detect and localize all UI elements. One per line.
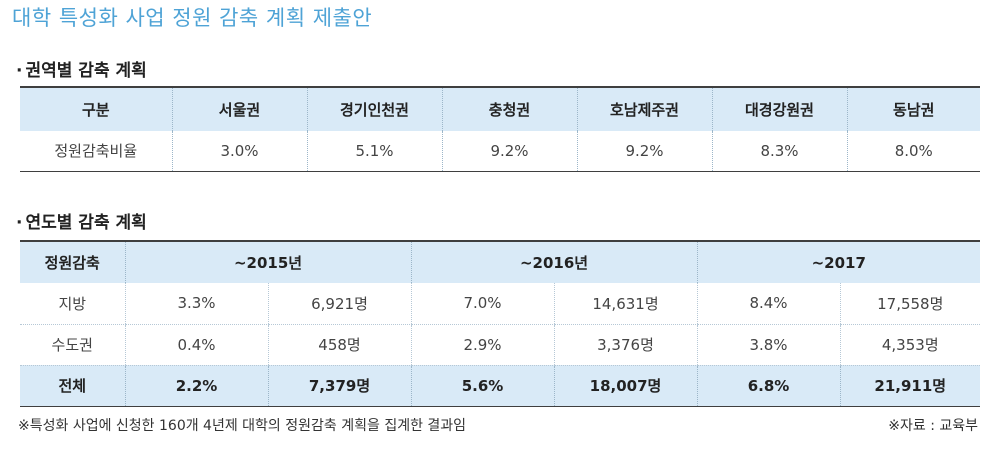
table-cell: 6,921명 <box>267 283 411 325</box>
table-cell: 7.0% <box>410 283 554 325</box>
table-header-row: 구분 서울권 경기인천권 충청권 호남제주권 대경강원권 동남권 <box>20 87 980 131</box>
column-header: 구분 <box>81 101 110 119</box>
column-header: ~2016년 <box>410 241 697 283</box>
table-cell: 458명 <box>267 324 411 366</box>
table-cell: 지방 <box>20 283 125 325</box>
column-header: 서울권 <box>171 87 307 131</box>
table-cell: 3.0% <box>171 131 307 171</box>
table-cell: 3,376명 <box>553 324 697 366</box>
table-cell: 5.1% <box>306 131 442 171</box>
regional-reduction-table: 구분 서울권 경기인천권 충청권 호남제주권 대경강원권 동남권 정원감축비율 … <box>20 86 980 172</box>
table-cell: 2.9% <box>410 324 554 366</box>
source-note: ※자료 : 교육부 <box>888 418 978 434</box>
section-heading-regional: · 권역별 감축 계획 <box>16 56 147 81</box>
page-title: 대학 특성화 사업 정원 감축 계획 제출안 <box>12 6 373 30</box>
column-header: 대경강원권 <box>711 87 847 131</box>
column-header: 충청권 <box>441 87 577 131</box>
section-heading-yearly: · 연도별 감축 계획 <box>16 208 147 233</box>
column-header: 동남권 <box>846 87 980 131</box>
column-header: 정원감축 <box>44 254 100 272</box>
table-cell: 9.2% <box>576 131 712 171</box>
table-cell: 전체 <box>58 377 87 395</box>
column-header: ~2015년 <box>124 241 411 283</box>
table-cell: 0.4% <box>124 324 268 366</box>
table-row: 지방 3.3% 6,921명 7.0% 14,631명 8.4% 17,558명 <box>20 283 981 325</box>
table-cell: 4,353명 <box>839 324 981 366</box>
bullet: · <box>16 61 23 81</box>
section-heading-text: 권역별 감축 계획 <box>25 61 147 81</box>
table-cell: 정원감축비율 <box>54 142 138 161</box>
table-cell: 3.8% <box>696 324 840 366</box>
column-header: ~2017 <box>696 241 981 283</box>
table-cell: 18,007명 <box>553 365 697 406</box>
table-cell: 7,379명 <box>267 365 411 406</box>
table-cell: 3.3% <box>124 283 268 325</box>
table-cell: 17,558명 <box>839 283 981 325</box>
table-cell: 9.2% <box>441 131 577 171</box>
table-cell: 21,911명 <box>839 365 981 406</box>
table-row: 정원감축비율 3.0% 5.1% 9.2% 9.2% 8.3% 8.0% <box>20 131 980 171</box>
table-row: 수도권 0.4% 458명 2.9% 3,376명 3.8% 4,353명 <box>20 324 981 366</box>
table-cell: 8.3% <box>711 131 847 171</box>
table-cell: 5.6% <box>410 365 554 406</box>
table-cell: 6.8% <box>696 365 840 406</box>
section-heading-text: 연도별 감축 계획 <box>25 213 147 233</box>
bullet: · <box>16 213 23 233</box>
table-header-row: 정원감축 ~2015년 ~2016년 ~2017 <box>20 241 981 283</box>
table-cell: 수도권 <box>20 324 125 366</box>
table-total-row: 전체 2.2% 7,379명 5.6% 18,007명 6.8% 21,911명 <box>20 365 981 406</box>
column-header: 호남제주권 <box>576 87 712 131</box>
column-header: 경기인천권 <box>306 87 442 131</box>
table-cell: 14,631명 <box>553 283 697 325</box>
table-cell: 2.2% <box>124 365 268 406</box>
table-cell: 8.0% <box>846 131 980 171</box>
table-cell: 8.4% <box>696 283 840 325</box>
footnote: ※특성화 사업에 신청한 160개 4년제 대학의 정원감축 계획을 집계한 결… <box>18 418 467 434</box>
yearly-reduction-table: 정원감축 ~2015년 ~2016년 ~2017 지방 3.3% 6,921명 … <box>20 240 981 407</box>
